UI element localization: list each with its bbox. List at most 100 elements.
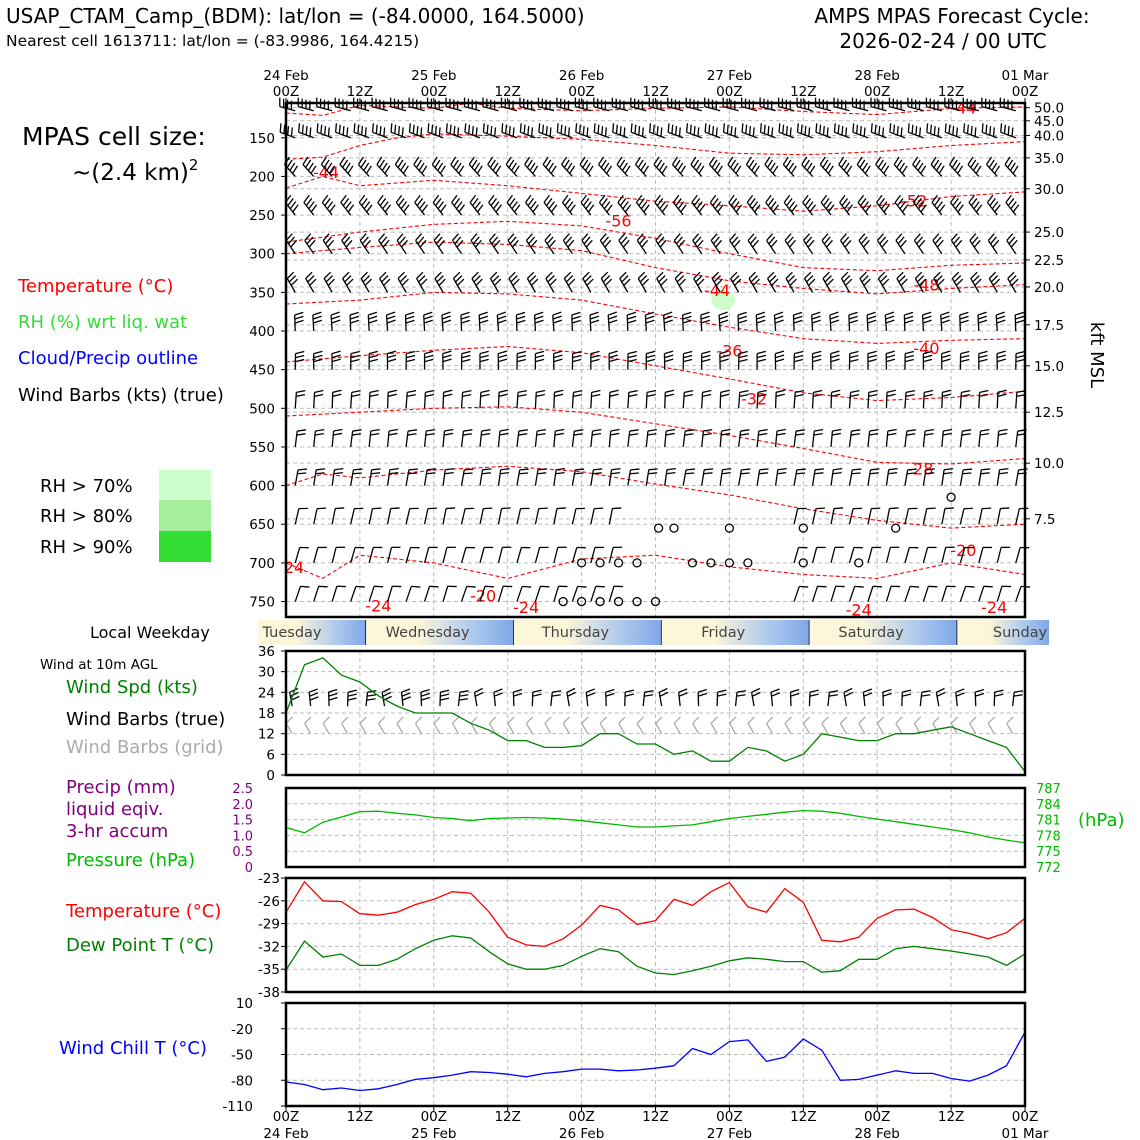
wind-barb <box>774 428 786 448</box>
pressure-tick-label: 784 <box>1036 798 1061 813</box>
barb-staff <box>608 547 614 564</box>
barb-flag <box>734 127 737 137</box>
barb-flag <box>735 165 742 174</box>
barb-staff <box>516 430 520 448</box>
wind-barb <box>626 311 637 332</box>
barb-flag <box>953 236 961 245</box>
barb-flag <box>906 433 916 436</box>
wind-barb <box>635 194 650 216</box>
wind-barb <box>581 233 593 255</box>
barb-flag <box>560 124 563 134</box>
grid-wind-barb <box>488 716 497 734</box>
barb-flag <box>854 585 864 588</box>
wind-barb <box>358 194 373 216</box>
barb-flag <box>383 127 386 137</box>
barb-staff <box>784 722 792 734</box>
barb-staff <box>932 240 943 255</box>
barb-flag <box>609 389 619 393</box>
barb-flag <box>751 162 758 171</box>
barb-flag <box>635 156 642 165</box>
barb-flag <box>424 358 434 363</box>
barb-staff <box>1006 722 1014 734</box>
wind-barb <box>590 468 603 486</box>
barb-staff <box>553 508 558 525</box>
barb-flag <box>427 123 430 133</box>
barb-flag <box>990 275 999 283</box>
barb-flag <box>992 278 1001 286</box>
barb-flag <box>494 127 497 137</box>
temperature-contour-label: 24 <box>284 558 304 577</box>
barb-flag <box>795 429 806 432</box>
barb-flag <box>1007 271 1015 279</box>
barb-flag <box>925 472 935 475</box>
barb-flag <box>314 389 324 393</box>
wind-barb <box>664 468 676 486</box>
barb-flag <box>1009 162 1016 171</box>
barb-staff <box>350 469 355 486</box>
wind-barb <box>507 233 519 255</box>
barb-flag <box>708 156 715 165</box>
barb-flag <box>398 236 406 245</box>
barb-staff <box>756 392 759 409</box>
barb-flag <box>571 319 581 324</box>
barb-flag <box>969 716 977 724</box>
wind-barb <box>977 311 988 332</box>
barb-staff <box>460 508 466 525</box>
barb-staff <box>331 508 336 525</box>
barb-flag <box>406 393 416 397</box>
wind-barb <box>386 389 398 409</box>
barb-flag <box>789 239 796 248</box>
wind-barb <box>1015 507 1029 525</box>
barb-flag <box>886 358 896 363</box>
barb-flag <box>405 315 415 320</box>
barb-flag <box>666 428 676 432</box>
barb-staff <box>830 469 834 486</box>
wind-barb <box>350 585 365 602</box>
temperature-contour-label: -44 <box>704 281 730 300</box>
barb-flag <box>597 124 600 134</box>
barb-flag <box>637 271 646 279</box>
wind-barb <box>482 123 499 139</box>
barb-flag <box>591 432 602 436</box>
barb-staff <box>460 469 465 486</box>
wind-barb <box>608 546 623 564</box>
barb-flag <box>574 472 584 475</box>
barb-staff <box>747 240 758 255</box>
barb-flag <box>695 275 703 283</box>
barb-flag <box>350 354 360 359</box>
barb-flag <box>704 123 707 133</box>
barb-flag <box>804 126 807 136</box>
wind-barb <box>553 546 567 564</box>
barb-staff <box>516 586 523 602</box>
barb-flag <box>481 428 491 432</box>
barb-flag <box>822 271 830 279</box>
barb-flag <box>850 393 860 397</box>
barb-flag <box>350 358 360 363</box>
barb-flag <box>323 159 330 168</box>
wind-barb <box>785 271 797 293</box>
barb-flag <box>661 204 669 213</box>
barb-flag <box>547 275 555 283</box>
barb-flag <box>377 194 384 203</box>
barb-flag <box>368 350 378 355</box>
barb-flag <box>933 159 940 168</box>
barb-staff <box>470 722 478 734</box>
barb-flag <box>844 201 851 210</box>
grid-wind-barb <box>784 716 792 734</box>
barb-flag <box>443 389 453 393</box>
barb-staff <box>904 547 910 564</box>
barb-flag <box>648 468 658 471</box>
top-hour-label: 00Z <box>273 84 299 100</box>
barb-flag <box>387 358 397 363</box>
barb-flag <box>883 204 890 213</box>
wind-barb <box>708 156 723 177</box>
wind-barb <box>571 389 583 409</box>
barb-flag <box>436 275 444 283</box>
barb-flag <box>304 233 312 241</box>
barb-staff <box>534 547 541 564</box>
wind-barb <box>501 123 518 139</box>
barb-flag <box>322 716 330 724</box>
barb-flag <box>831 432 842 436</box>
barb-staff <box>959 392 963 409</box>
